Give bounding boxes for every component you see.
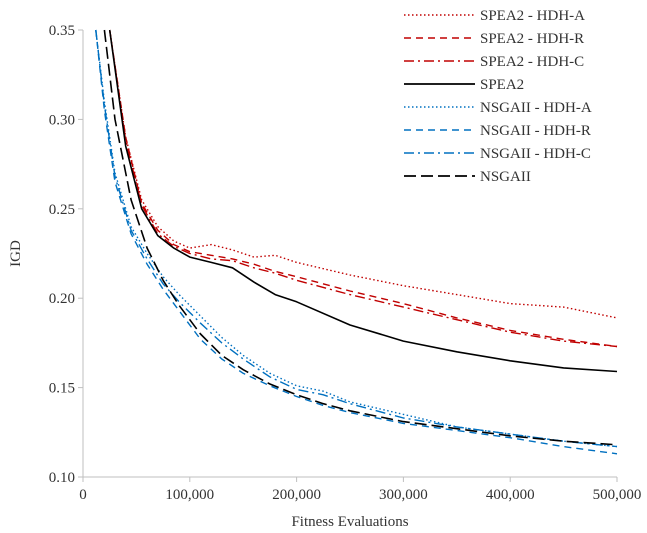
y-tick-label: 0.30	[49, 112, 75, 128]
series-line-2	[109, 29, 618, 348]
y-tick-label: 0.15	[49, 381, 75, 397]
series-line-4	[95, 29, 618, 448]
legend-label-3: SPEA2	[480, 77, 524, 93]
series-lines	[95, 29, 618, 455]
y-tick-label: 0.10	[49, 470, 75, 486]
x-tick-label: 0	[79, 487, 87, 503]
legend: SPEA2 - HDH-A SPEA2 - HDH-R SPEA2 - HDH-C S…	[404, 8, 592, 185]
legend-label-2: SPEA2 - HDH-C	[480, 54, 584, 70]
x-axis: 0 100,000 200,000 300,000 400,000 500,000	[79, 476, 642, 503]
y-tick-label: 0.25	[49, 202, 75, 218]
legend-label-5: NSGAII - HDH-R	[480, 123, 591, 139]
y-axis-title: IGD	[8, 240, 24, 267]
y-axis: 0.10 0.15 0.20 0.25 0.30 0.35	[49, 23, 84, 486]
series-line-6	[95, 29, 618, 448]
legend-label-7: NSGAII	[480, 169, 531, 185]
x-tick-label: 500,000	[593, 487, 642, 503]
legend-label-6: NSGAII - HDH-C	[480, 146, 591, 162]
legend-label-1: SPEA2 - HDH-R	[480, 31, 584, 47]
legend-label-0: SPEA2 - HDH-A	[480, 8, 585, 24]
series-line-1	[109, 29, 618, 348]
x-tick-label: 400,000	[486, 487, 535, 503]
x-tick-label: 100,000	[165, 487, 214, 503]
series-line-5	[95, 29, 618, 455]
x-axis-title: Fitness Evaluations	[291, 514, 408, 530]
y-tick-label: 0.35	[49, 23, 75, 39]
x-tick-label: 200,000	[272, 487, 321, 503]
series-line-7	[103, 29, 618, 446]
series-line-0	[109, 29, 618, 319]
legend-label-4: NSGAII - HDH-A	[480, 100, 592, 116]
x-tick-label: 300,000	[379, 487, 428, 503]
y-tick-label: 0.20	[49, 291, 75, 307]
series-line-3	[108, 29, 618, 373]
